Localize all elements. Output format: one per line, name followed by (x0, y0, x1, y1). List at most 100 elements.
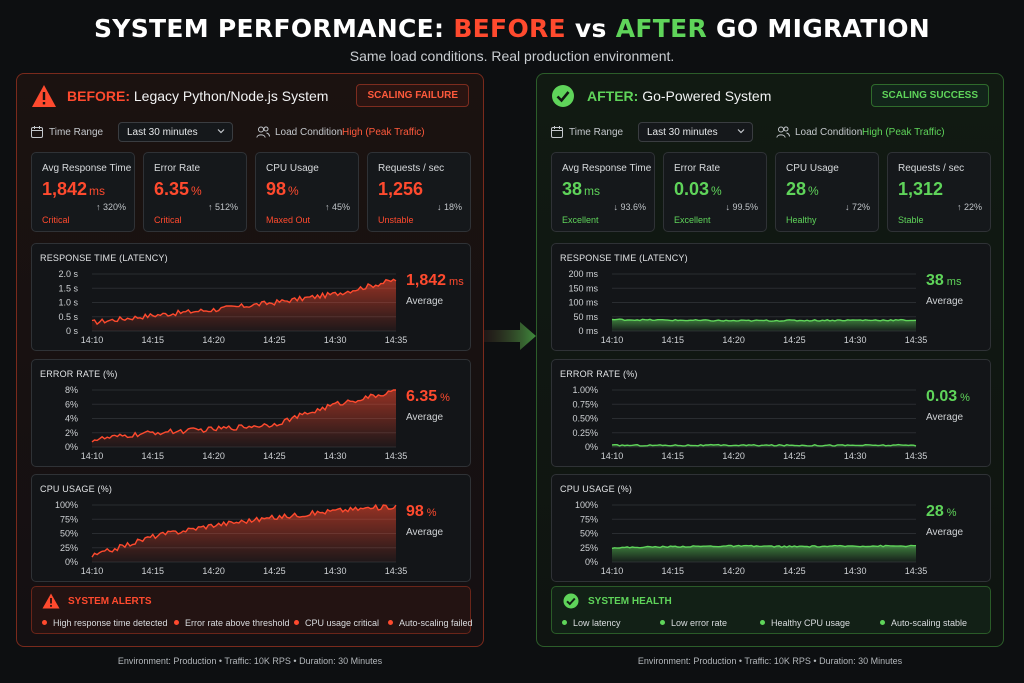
kpi-status: Healthy (786, 215, 817, 225)
kpi-error-rate: Error Rate 6.35% ↑ 512% Critical (143, 152, 247, 232)
before-panel: BEFORE: Legacy Python/Node.js System SCA… (16, 73, 484, 647)
series-area (92, 390, 396, 447)
panel-title-text: Go-Powered System (638, 88, 772, 104)
chart-cpu-usage: CPU USAGE (%) 0% 25% 50% 75% 100% 14:10 14:15 1… (31, 474, 471, 582)
y-tick-label: 8% (65, 385, 78, 395)
kpi-number: 6.35 (154, 179, 190, 199)
chart-value-number: 28 (926, 503, 944, 520)
users-icon (776, 126, 790, 138)
x-tick-label: 14:20 (202, 566, 225, 576)
y-tick-label: 6% (65, 399, 78, 409)
kpi-change: ↓ 72% (844, 202, 870, 212)
kpi-label: Error Rate (154, 163, 201, 174)
chart-title: CPU USAGE (%) (560, 484, 633, 494)
x-tick-label: 14:25 (263, 451, 286, 461)
health-text: Low latency (573, 618, 621, 628)
kpi-number: 38 (562, 179, 583, 199)
warning-triangle-icon (42, 593, 60, 609)
series-line (611, 544, 916, 550)
alerts-title: SYSTEM ALERTS (68, 596, 152, 607)
x-tick-label: 14:15 (142, 566, 165, 576)
users-icon (256, 126, 270, 138)
chart-plot: 0% 0.25% 0.50% 0.75% 1.00% 14:10 14:15 14:20 14:… (572, 385, 928, 461)
panel-header: BEFORE: Legacy Python/Node.js System SCA… (31, 84, 469, 110)
x-tick-label: 14:20 (202, 451, 225, 461)
y-tick-label: 4% (65, 414, 78, 424)
alert-item: Error rate above threshold (174, 618, 290, 628)
panel-title: AFTER: Go-Powered System (587, 88, 771, 104)
chart-cpu-usage: CPU USAGE (%) 0% 25% 50% 75% 100% 14:10 14:15 1… (551, 474, 991, 582)
y-tick-label: 75% (580, 514, 598, 524)
kpi-label: Avg Response Time (562, 163, 652, 174)
check-circle-icon (552, 85, 574, 107)
time-range-value: Last 30 minutes (647, 127, 718, 138)
kpi-unit: % (191, 184, 202, 198)
y-tick-label: 2% (65, 428, 78, 438)
x-tick-label: 14:10 (81, 451, 104, 461)
kpi-change: ↓ 99.5% (725, 202, 758, 212)
title-before: BEFORE (453, 14, 566, 43)
chart-title: RESPONSE TIME (LATENCY) (560, 253, 688, 263)
chart-title: RESPONSE TIME (LATENCY) (40, 253, 168, 263)
kpi-avg-response-time: Avg Response Time 1,842 ms ↑ 320% Critica… (31, 152, 135, 232)
time-range-select[interactable]: Last 30 minutes (118, 122, 233, 142)
load-condition-label: Load Condition (795, 127, 863, 138)
x-tick-label: 14:30 (844, 566, 867, 576)
kpi-change: ↓ 93.6% (613, 202, 646, 212)
status-dot (660, 620, 665, 625)
health-title: SYSTEM HEALTH (588, 596, 672, 607)
x-tick-label: 14:30 (844, 335, 867, 345)
chart-plot: 0% 2% 4% 6% 8% 14:10 14:15 14:20 14:25 14:30 14:35 (65, 385, 407, 461)
kpi-value: 38 ms (562, 179, 600, 200)
status-dot (562, 620, 567, 625)
page-subtitle: Same load conditions. Real production en… (349, 48, 675, 64)
load-condition-value: High (Peak Traffic) (862, 127, 945, 138)
time-range-label: Time Range (569, 127, 624, 138)
page-title: SYSTEM PERFORMANCE: BEFORE vs AFTER GO M… (0, 14, 1024, 43)
kpi-status: Maxed Out (266, 215, 311, 225)
chart-title: ERROR RATE (%) (560, 369, 638, 379)
chart-average-label: Average (926, 296, 964, 307)
chart-average-label: Average (406, 296, 444, 307)
status-dot (42, 620, 47, 625)
alert-item: CPU usage critical (294, 618, 379, 628)
y-tick-label: 25% (60, 543, 78, 553)
health-item: Low error rate (660, 618, 727, 628)
health-text: Auto-scaling stable (891, 618, 968, 628)
kpi-unit: % (288, 184, 299, 198)
after-footer: Environment: Production • Traffic: 10K R… (637, 656, 903, 666)
health-text: Healthy CPU usage (771, 618, 851, 628)
chart-value: 6.35% (406, 388, 450, 406)
health-item: Low latency (562, 618, 621, 628)
series-line (611, 318, 917, 322)
y-tick-label: 1.0 s (58, 298, 78, 308)
panel-header: AFTER: Go-Powered System SCALING SUCCESS (551, 84, 989, 110)
kpi-change: ↑ 512% (207, 202, 238, 212)
chart-average-label: Average (926, 527, 964, 538)
y-tick-label: 0 ms (578, 326, 598, 336)
kpi-value: 1,256 (378, 179, 425, 200)
chart-value-number: 98 (406, 503, 424, 520)
x-tick-label: 14:20 (722, 451, 745, 461)
health-item: Auto-scaling stable (880, 618, 967, 628)
kpi-number: 28 (786, 179, 807, 199)
y-tick-label: 0.75% (572, 399, 598, 409)
warning-triangle-icon (32, 85, 56, 107)
chart-value-number: 1,842 (406, 272, 447, 289)
status-dot (294, 620, 299, 625)
chart-title: ERROR RATE (%) (40, 369, 118, 379)
health-list: Low latency Low error rate Healthy CPU u… (562, 618, 982, 630)
panel-title: BEFORE: Legacy Python/Node.js System (67, 88, 328, 104)
kpi-cpu-usage: CPU Usage 28% ↓ 72% Healthy (775, 152, 879, 232)
x-tick-label: 14:35 (905, 451, 928, 461)
kpi-number: 1,256 (378, 179, 424, 199)
chart-title: CPU USAGE (%) (40, 484, 113, 494)
system-alerts-box: SYSTEM ALERTS High response time detecte… (31, 586, 473, 634)
x-tick-label: 14:15 (662, 566, 685, 576)
kpi-label: Requests / sec (378, 163, 445, 174)
alert-text: Auto-scaling failed (399, 618, 473, 628)
kpi-number: 1,842 (42, 179, 88, 199)
kpi-number: 0.03 (674, 179, 710, 199)
time-range-select[interactable]: Last 30 minutes (638, 122, 753, 142)
kpi-requests-per-sec: Requests / sec 1,312 ↑ 22% Stable (887, 152, 991, 232)
